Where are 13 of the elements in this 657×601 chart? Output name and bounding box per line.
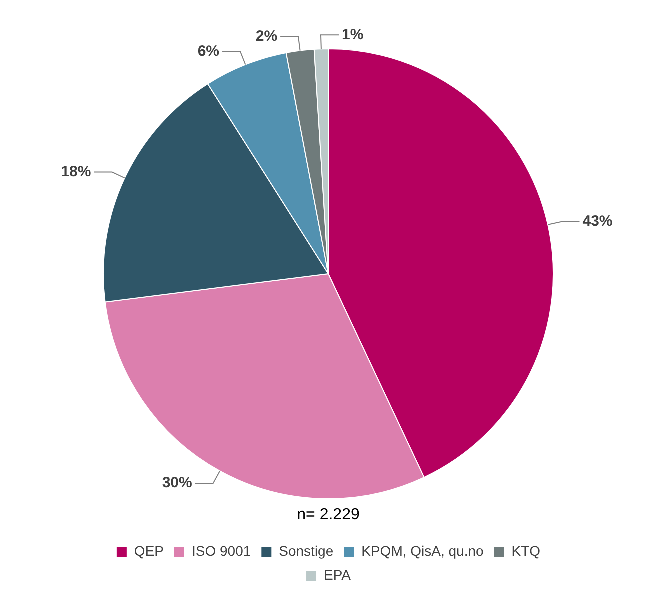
legend-label: EPA bbox=[324, 566, 352, 583]
text: n= 2.229 bbox=[297, 506, 360, 524]
legend-label: KPQM, QisA, qu.no bbox=[362, 542, 484, 559]
legend-label: KTQ bbox=[512, 542, 541, 559]
legend-label: Sonstige bbox=[279, 542, 334, 559]
legend-label: QEP bbox=[134, 542, 164, 559]
legend-label: ISO 9001 bbox=[192, 542, 252, 559]
data-label: 18% bbox=[61, 163, 92, 180]
data-label: 1% bbox=[342, 26, 364, 44]
data-label: 2% bbox=[256, 28, 278, 46]
data-label: 43% bbox=[582, 213, 613, 230]
data-label: 30% bbox=[162, 474, 192, 492]
data-label: 6% bbox=[198, 42, 220, 60]
